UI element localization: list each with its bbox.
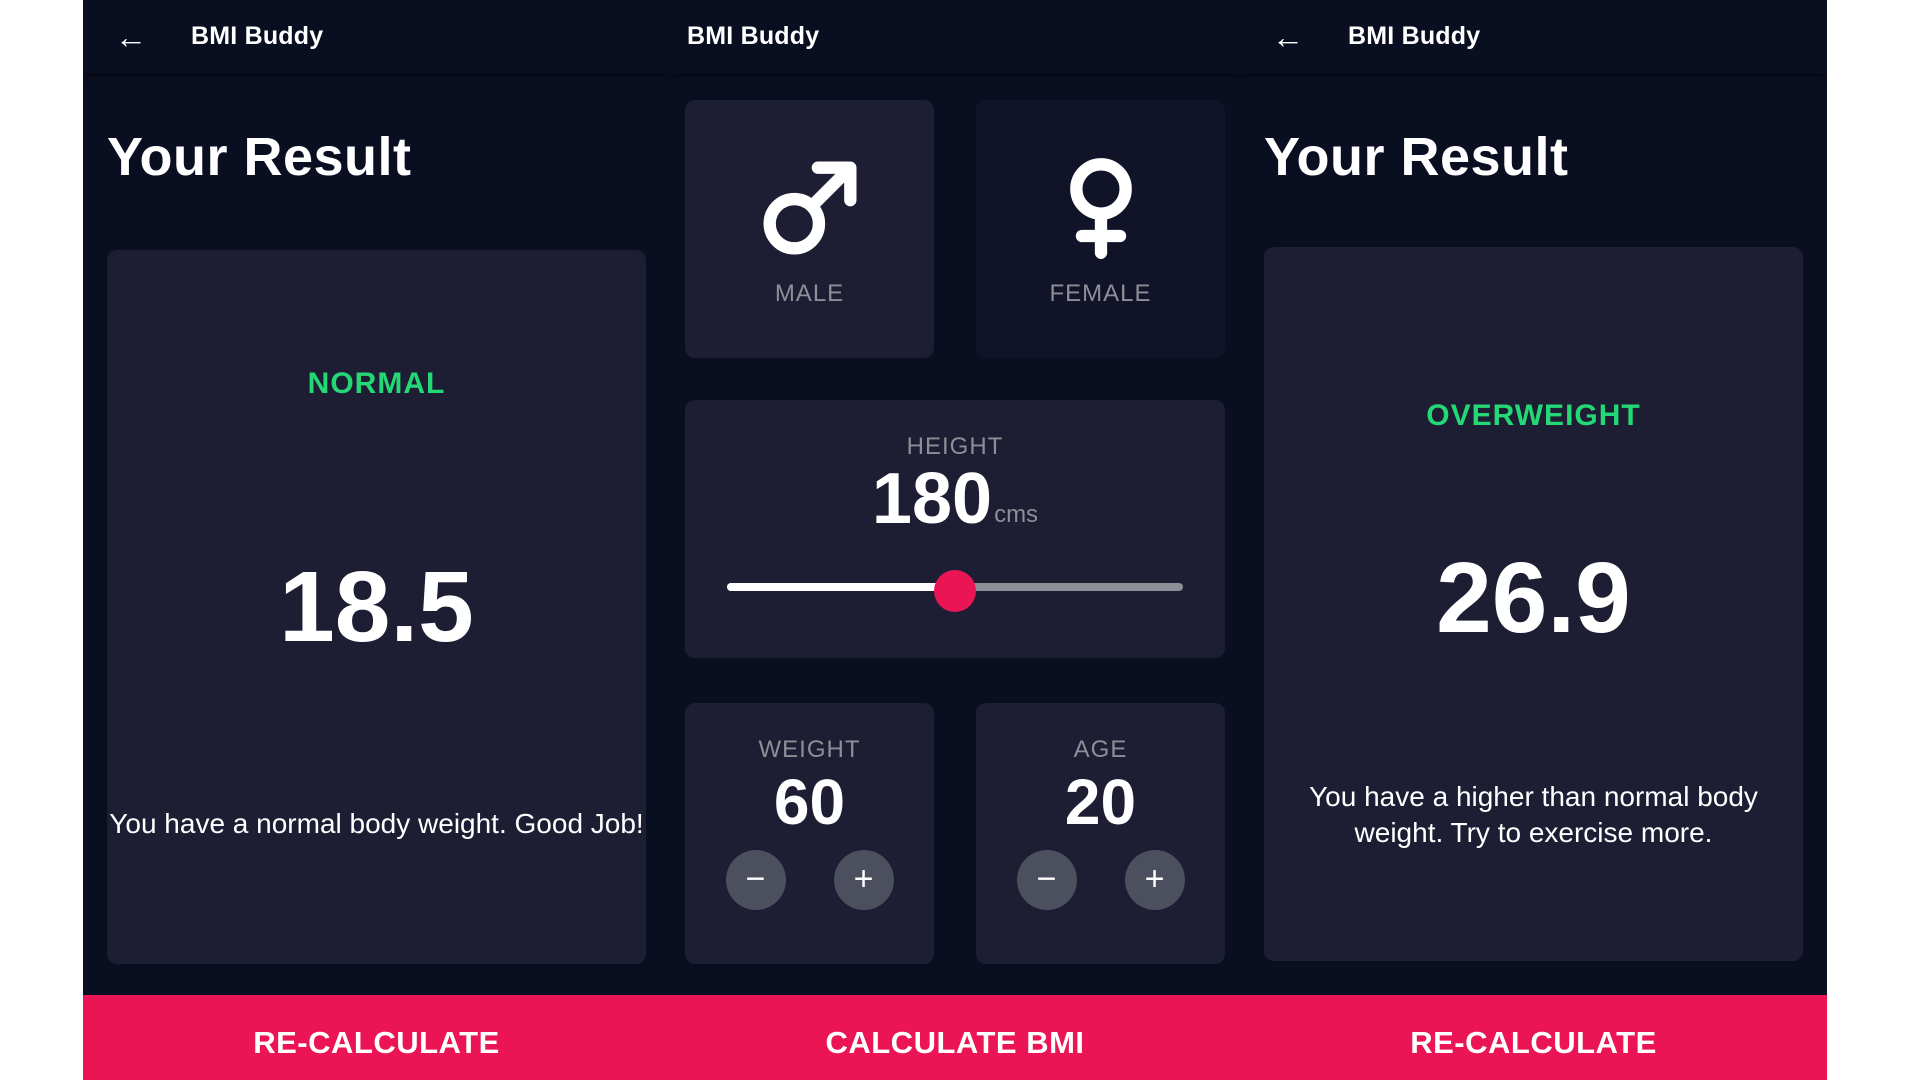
slider-active-track [727,583,955,591]
screen-result-normal: ← BMI Buddy Your Result NORMAL 18.5 You … [83,0,670,1080]
bmi-value: 26.9 [1436,542,1631,654]
page-title: Your Result [107,127,412,187]
appbar: ← BMI Buddy [1240,0,1827,73]
page-title: Your Result [1264,127,1569,187]
age-increment-button[interactable]: + [1124,850,1185,910]
minus-icon: − [745,859,766,898]
minus-icon: − [1036,859,1057,898]
weight-decrement-button[interactable]: − [725,850,786,910]
female-icon [1069,158,1132,259]
bmi-category-label: NORMAL [307,367,446,400]
recalculate-button[interactable]: RE-CALCULATE [1240,995,1827,1080]
female-card[interactable]: FEMALE [976,100,1225,358]
plus-icon: + [853,859,874,898]
height-label: HEIGHT [906,433,1004,460]
age-stepper: − + [1016,850,1185,910]
male-label: MALE [774,280,845,307]
weight-increment-button[interactable]: + [833,850,894,910]
result-card: NORMAL 18.5 You have a normal body weigh… [107,250,646,964]
age-card: AGE 20 − + [976,703,1225,964]
height-card: HEIGHT 180 cms [685,400,1225,658]
screen-calculator: BMI Buddy MALE FEMALE HEIG [670,0,1240,1080]
slider-thumb[interactable] [934,570,976,612]
age-label: AGE [1073,736,1128,763]
height-value: 180 [871,459,993,539]
age-decrement-button[interactable]: − [1016,850,1077,910]
recalculate-button[interactable]: RE-CALCULATE [83,995,670,1080]
weight-stepper: − + [725,850,894,910]
plus-icon: + [1144,859,1165,898]
appbar-title: BMI Buddy [191,22,324,50]
appbar: ← BMI Buddy [83,0,670,73]
height-slider[interactable] [727,566,1183,612]
result-card: OVERWEIGHT 26.9 You have a higher than n… [1264,247,1803,961]
bmi-value: 18.5 [279,551,474,663]
appbar-title: BMI Buddy [1348,22,1481,50]
bmi-message: You have a normal body weight. Good Job! [109,808,644,839]
recalculate-button-label: RE-CALCULATE [253,1024,500,1060]
bmi-message: You have a higher than normal body weigh… [1309,781,1758,848]
age-value: 20 [1064,766,1137,838]
appbar: BMI Buddy [670,0,1240,73]
screen-result-overweight: ← BMI Buddy Your Result OVERWEIGHT 26.9 … [1240,0,1827,1080]
weight-age-row: WEIGHT 60 − + AGE 20 − [685,703,1225,964]
appbar-title: BMI Buddy [687,22,820,50]
male-icon [763,161,856,255]
calculate-bmi-button[interactable]: CALCULATE BMI [670,995,1240,1080]
slider-track[interactable] [727,570,1183,612]
weight-card: WEIGHT 60 − + [685,703,934,964]
weight-value: 60 [773,766,846,838]
female-label: FEMALE [1049,280,1152,307]
weight-label: WEIGHT [758,736,861,763]
bmi-app-screens: ← BMI Buddy Your Result NORMAL 18.5 You … [83,0,1827,1080]
gender-selector: MALE FEMALE [685,100,1225,358]
back-arrow-icon[interactable]: ← [1272,18,1304,55]
bmi-category-label: OVERWEIGHT [1426,399,1641,432]
back-arrow-icon[interactable]: ← [115,18,147,55]
male-card[interactable]: MALE [685,100,934,358]
height-unit: cms [994,501,1039,528]
height-value-row: 180 cms [872,463,1038,535]
recalculate-button-label: RE-CALCULATE [1410,1024,1657,1060]
calculate-bmi-button-label: CALCULATE BMI [825,1024,1085,1060]
